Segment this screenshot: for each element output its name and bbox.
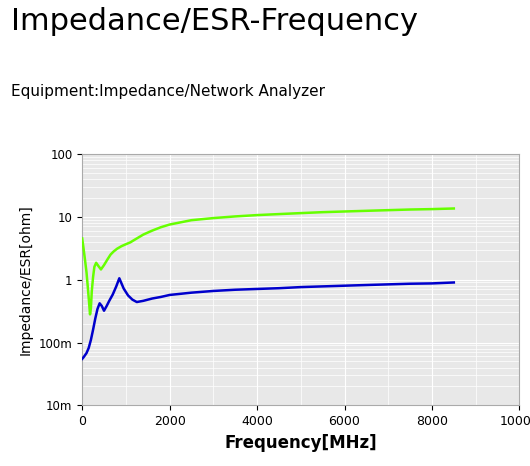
Legend: |Z|, ESR: |Z|, ESR xyxy=(215,463,386,466)
Text: Impedance/ESR-Frequency: Impedance/ESR-Frequency xyxy=(11,7,418,36)
Y-axis label: Impedance/ESR[ohm]: Impedance/ESR[ohm] xyxy=(19,204,33,355)
Text: Equipment:Impedance/Network Analyzer: Equipment:Impedance/Network Analyzer xyxy=(11,84,324,99)
X-axis label: Frequency[MHz]: Frequency[MHz] xyxy=(225,434,377,452)
